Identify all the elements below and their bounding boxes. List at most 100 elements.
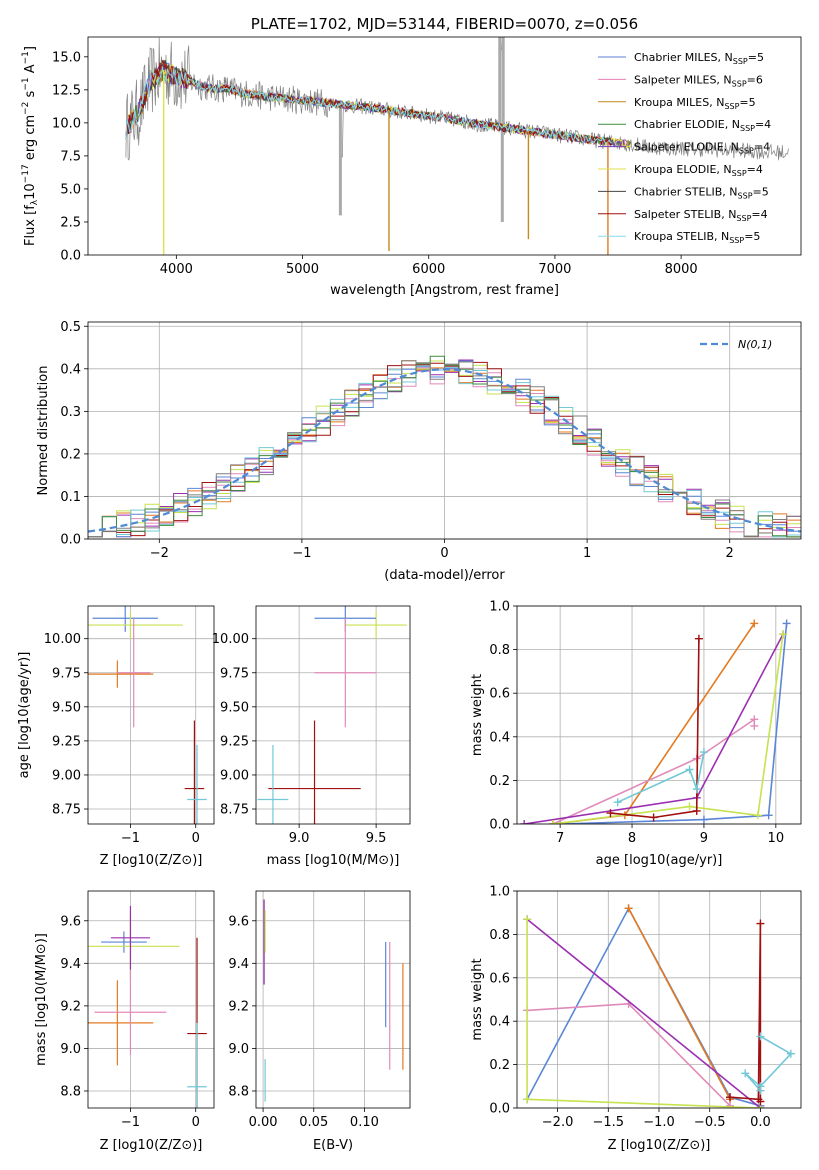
y-tick-label: 0.4 bbox=[489, 730, 510, 745]
y-axis-label: mass weight bbox=[470, 958, 485, 1040]
y-tick-label: 0.8 bbox=[489, 928, 510, 943]
y-tick-label: 8.75 bbox=[220, 803, 249, 818]
legend-label: Salpeter ELODIE, NSSP=4 bbox=[634, 141, 770, 156]
y-axis-label: Flux [fλ10−17 erg cm−2 s−1 A−1] bbox=[21, 46, 40, 246]
y-axis-label: mass [log10(M/M⊙)] bbox=[34, 933, 49, 1066]
mass_vs_ebv-axes: 0.00 0.05 0.10 8.8 9.0 9.2 9.4 9.6 E(B-V) bbox=[228, 890, 411, 1153]
weight-point-marker bbox=[685, 802, 694, 811]
weight-point-marker bbox=[764, 811, 773, 820]
y-tick-label: 9.4 bbox=[60, 957, 81, 972]
x-tick-label: 9 bbox=[700, 831, 708, 846]
x-axis-label: Z [log10(Z/Z⊙)] bbox=[608, 1138, 711, 1153]
weight-point-marker bbox=[756, 1032, 765, 1041]
mass_vs_Z-axes: −1 0 8.8 9.0 9.2 9.4 9.6 Z [log10(Z/Z⊙)] mass [l… bbox=[34, 890, 215, 1153]
x-tick-label: 0.0 bbox=[750, 1115, 771, 1130]
y-tick-label: 9.0 bbox=[228, 1042, 249, 1057]
x-tick-label: −2.0 bbox=[542, 1115, 574, 1130]
age_vs_Z-axes: −1 0 8.75 9.00 9.25 9.50 9.75 10.00 Z [log10(Z/Z… bbox=[17, 605, 215, 868]
weight_vs_age-axes: 7 8 9 10 0.0 0.2 0.4 0.6 0.8 1.0 age [log10(age/yr… bbox=[470, 600, 802, 868]
y-tick-label: 2.5 bbox=[60, 215, 81, 230]
y-tick-label: 0.2 bbox=[489, 1058, 510, 1073]
weight-point-marker bbox=[699, 815, 708, 824]
weight-point-marker bbox=[756, 1097, 765, 1106]
y-tick-label: 0.0 bbox=[60, 533, 81, 548]
x-tick-label: 2 bbox=[726, 546, 734, 561]
y-tick-label: 0.2 bbox=[489, 774, 510, 789]
x-tick-label: 0 bbox=[192, 1115, 200, 1130]
y-tick-label: 0.1 bbox=[60, 490, 81, 505]
model-fit-salpeter_elodie bbox=[125, 64, 631, 148]
x-tick-label: 7000 bbox=[538, 262, 571, 277]
weight-series-line bbox=[552, 622, 755, 824]
x-tick-label: 6000 bbox=[412, 262, 445, 277]
plot-area bbox=[263, 899, 404, 1102]
y-axis-label: age [log10(age/yr)] bbox=[17, 652, 32, 779]
weight-point-marker bbox=[753, 811, 762, 820]
x-axis-label: age [log10(age/yr)] bbox=[596, 853, 723, 868]
y-tick-label: 9.6 bbox=[60, 914, 81, 929]
weight-point-marker bbox=[613, 798, 622, 807]
chart-title: PLATE=1702, MJD=53144, FIBERID=0070, z=0… bbox=[251, 15, 638, 33]
weight-point-marker bbox=[786, 1049, 795, 1058]
weight-point-marker bbox=[624, 904, 633, 913]
normal-distribution-curve bbox=[88, 368, 801, 533]
x-tick-label: 8 bbox=[628, 831, 636, 846]
residuals-frame bbox=[87, 321, 802, 540]
x-tick-label: −1.5 bbox=[592, 1115, 624, 1130]
weight-point-marker bbox=[741, 1069, 750, 1078]
weight-point-marker bbox=[750, 721, 759, 730]
weight-series-line bbox=[744, 1035, 793, 1092]
model-fit-kroupa_stelib bbox=[125, 66, 612, 147]
y-tick-label: 1.0 bbox=[489, 885, 510, 900]
weight-point-marker bbox=[523, 1095, 532, 1104]
x-tick-label: 7 bbox=[556, 831, 564, 846]
x-tick-label: −1 bbox=[121, 1115, 140, 1130]
x-tick-label: −1.0 bbox=[643, 1115, 675, 1130]
legend-label: Chabrier STELIB, NSSP=5 bbox=[634, 185, 769, 200]
residuals-axes: −2 −1 0 1 2 0.0 0.1 0.2 0.3 0.4 0.5 (data-model)/er… bbox=[36, 320, 802, 583]
x-tick-label: 0 bbox=[440, 546, 448, 561]
weight_vs_Z-axes: −2.0 −1.5 −1.0 −0.5 0.0 0.0 0.2 0.4 0.6 0.8 1.0 Z [… bbox=[470, 885, 802, 1153]
model-fit-salpeter_stelib bbox=[125, 59, 612, 146]
y-tick-label: 9.25 bbox=[220, 734, 249, 749]
x-tick-label: 5000 bbox=[286, 262, 319, 277]
x-axis-label: mass [log10(M/M⊙)] bbox=[267, 853, 400, 868]
y-tick-label: 10.00 bbox=[44, 632, 81, 647]
x-tick-label: −1 bbox=[292, 546, 311, 561]
y-tick-label: 0.4 bbox=[489, 1015, 510, 1030]
legend-label: Kroupa STELIB, NSSP=5 bbox=[634, 230, 760, 245]
plot-area bbox=[520, 619, 791, 824]
y-tick-label: 0.0 bbox=[60, 249, 81, 264]
y-tick-label: 9.6 bbox=[228, 914, 249, 929]
weight-series-line bbox=[526, 918, 761, 1108]
y-tick-label: 9.2 bbox=[60, 999, 81, 1014]
y-tick-label: 9.00 bbox=[52, 768, 81, 783]
y-tick-label: 9.4 bbox=[228, 957, 249, 972]
plot-area bbox=[88, 355, 801, 538]
x-axis-label: wavelength [Angstrom, rest frame] bbox=[330, 283, 559, 298]
y-axis-label: mass weight bbox=[470, 674, 485, 756]
residual-histogram bbox=[88, 360, 801, 538]
y-tick-label: 0.6 bbox=[489, 971, 510, 986]
y-tick-label: 9.75 bbox=[52, 666, 81, 681]
weight-series-line bbox=[729, 923, 762, 1102]
x-tick-label: 8000 bbox=[665, 262, 698, 277]
x-tick-label: 0 bbox=[192, 831, 200, 846]
legend-label: Chabrier ELODIE, NSSP=4 bbox=[634, 118, 771, 133]
legend-label: Chabrier MILES, NSSP=5 bbox=[634, 51, 764, 66]
y-tick-label: 10.00 bbox=[212, 632, 249, 647]
weight-point-marker bbox=[779, 630, 788, 639]
weight-point-marker bbox=[606, 809, 615, 818]
weight-point-marker bbox=[750, 619, 759, 628]
y-axis-label: Normed distribution bbox=[36, 366, 51, 496]
y-tick-label: 9.00 bbox=[220, 768, 249, 783]
legend-label: Salpeter STELIB, NSSP=4 bbox=[634, 208, 768, 223]
x-axis-label: Z [log10(Z/Z⊙)] bbox=[100, 1138, 203, 1153]
x-tick-label: 10 bbox=[768, 831, 785, 846]
y-tick-label: 0.8 bbox=[489, 643, 510, 658]
y-tick-label: 9.75 bbox=[220, 666, 249, 681]
weight-series-line bbox=[617, 751, 705, 803]
y-tick-label: 0.4 bbox=[60, 362, 81, 377]
legend-label: Kroupa MILES, NSSP=5 bbox=[634, 96, 756, 111]
y-tick-label: 9.2 bbox=[228, 999, 249, 1014]
